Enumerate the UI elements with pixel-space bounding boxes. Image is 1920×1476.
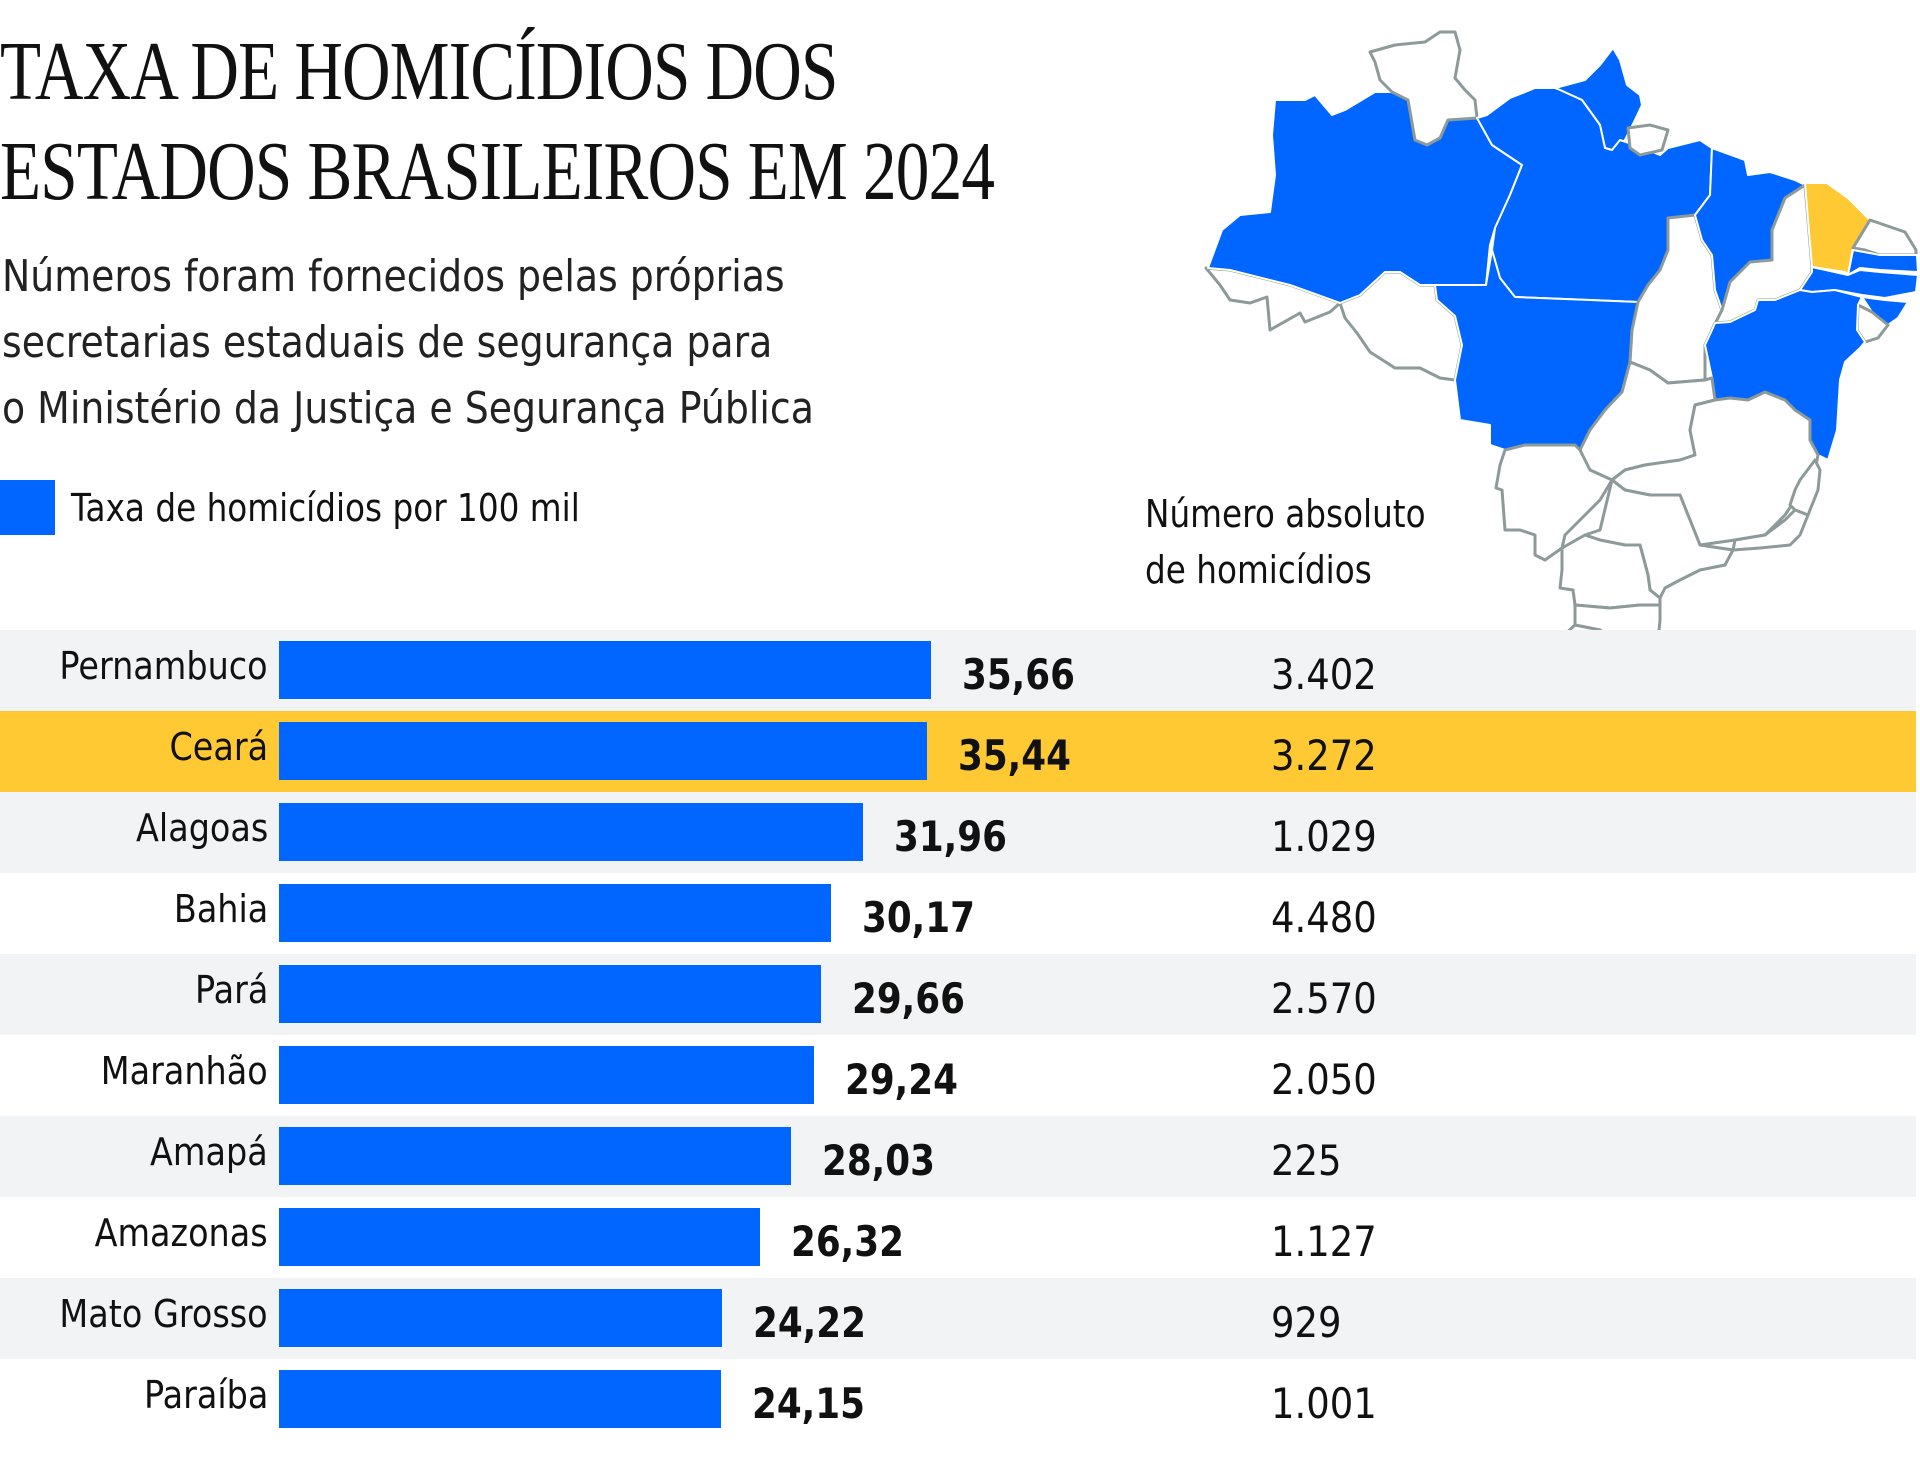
- table-row: Bahia 30,17 4.480: [0, 873, 1916, 954]
- bar: [279, 1289, 722, 1347]
- state-label: Maranhão: [101, 1049, 268, 1093]
- brazil-map: [1204, 30, 1919, 742]
- rate-value-label: 35,44: [957, 731, 1071, 780]
- absolute-count-value: 4.480: [1271, 893, 1377, 942]
- bar: [279, 1127, 792, 1185]
- absolute-count-value: 3.272: [1271, 731, 1377, 780]
- bar: [279, 1046, 814, 1104]
- absolute-count-header-line-2: de homicídios: [1145, 548, 1372, 592]
- rate-value-label: 35,66: [962, 650, 1075, 699]
- rate-value-label: 31,96: [894, 812, 1008, 861]
- map-state-parana: [1558, 533, 1662, 610]
- subtitle-line-3: o Ministério da Justiça e Segurança Públ…: [2, 383, 814, 434]
- absolute-count-value: 3.402: [1271, 650, 1377, 699]
- bar-chart: Pernambuco 35,66 3.402 Ceará 35,44 3.272 Alago…: [0, 630, 1916, 1440]
- state-label: Amapá: [150, 1130, 268, 1174]
- state-label: Paraíba: [143, 1373, 268, 1417]
- absolute-count-header: Número absoluto de homicídios: [1145, 486, 1426, 598]
- absolute-count-header-line-1: Número absoluto: [1145, 492, 1426, 536]
- absolute-count-value: 929: [1271, 1298, 1342, 1347]
- state-label: Alagoas: [135, 806, 268, 850]
- rate-value-label: 30,17: [861, 893, 975, 942]
- state-label: Ceará: [169, 725, 268, 769]
- map-state-mato-grosso-do-sul: [1494, 443, 1614, 562]
- absolute-count-value: 2.570: [1271, 974, 1377, 1023]
- bar: [279, 884, 831, 942]
- absolute-count-value: 1.029: [1271, 812, 1377, 861]
- bar: [279, 1208, 761, 1266]
- table-row: Alagoas 31,96 1.029: [0, 792, 1916, 873]
- table-row: Paraíba 24,15 1.001: [0, 1359, 1916, 1440]
- table-row: Pernambuco 35,66 3.402: [0, 630, 1916, 711]
- rate-value-label: 29,66: [852, 974, 966, 1023]
- map-state-amazonas: [1207, 91, 1523, 304]
- title-line-2: ESTADOS BRASILEIROS EM 2024: [0, 125, 995, 218]
- legend-swatch: [0, 480, 55, 535]
- subtitle: Números foram fornecidos pelas próprias …: [2, 244, 814, 442]
- title-line-1: TAXA DE HOMICÍDIOS DOS: [0, 25, 838, 118]
- rate-value-label: 24,15: [751, 1379, 865, 1428]
- table-row: Ceará 35,44 3.272: [0, 711, 1916, 792]
- map-state-rio-de-janeiro: [1731, 508, 1810, 552]
- rate-value-label: 24,22: [752, 1298, 866, 1347]
- absolute-count-value: 2.050: [1271, 1055, 1377, 1104]
- map-island: [1626, 123, 1670, 157]
- bar: [279, 1370, 721, 1428]
- subtitle-line-2: secretarias estaduais de segurança para: [2, 317, 773, 368]
- subtitle-line-1: Números foram fornecidos pelas próprias: [2, 251, 785, 302]
- absolute-count-value: 1.001: [1271, 1379, 1377, 1428]
- table-row: Amapá 28,03 225: [0, 1116, 1916, 1197]
- state-label: Mato Grosso: [59, 1292, 268, 1336]
- absolute-count-value: 1.127: [1271, 1217, 1377, 1266]
- table-row: Amazonas 26,32 1.127: [0, 1197, 1916, 1278]
- bar: [279, 722, 927, 780]
- rate-value-label: 29,24: [844, 1055, 958, 1104]
- state-label: Pernambuco: [59, 644, 268, 688]
- table-row: Pará 29,66 2.570: [0, 954, 1916, 1035]
- table-row: Mato Grosso 24,22 929: [0, 1278, 1916, 1359]
- bar: [279, 803, 864, 861]
- bar: [279, 965, 822, 1023]
- state-label: Amazonas: [94, 1211, 268, 1255]
- legend-label: Taxa de homicídios por 100 mil: [71, 485, 580, 530]
- table-row: Maranhão 29,24 2.050: [0, 1035, 1916, 1116]
- legend: Taxa de homicídios por 100 mil: [0, 480, 663, 535]
- state-label: Pará: [194, 968, 268, 1012]
- absolute-count-value: 225: [1271, 1136, 1342, 1185]
- bar: [279, 641, 931, 699]
- page-title: TAXA DE HOMICÍDIOS DOS ESTADOS BRASILEIR…: [0, 22, 995, 222]
- rate-value-label: 26,32: [791, 1217, 905, 1266]
- rate-value-label: 28,03: [822, 1136, 936, 1185]
- state-label: Bahia: [173, 887, 268, 931]
